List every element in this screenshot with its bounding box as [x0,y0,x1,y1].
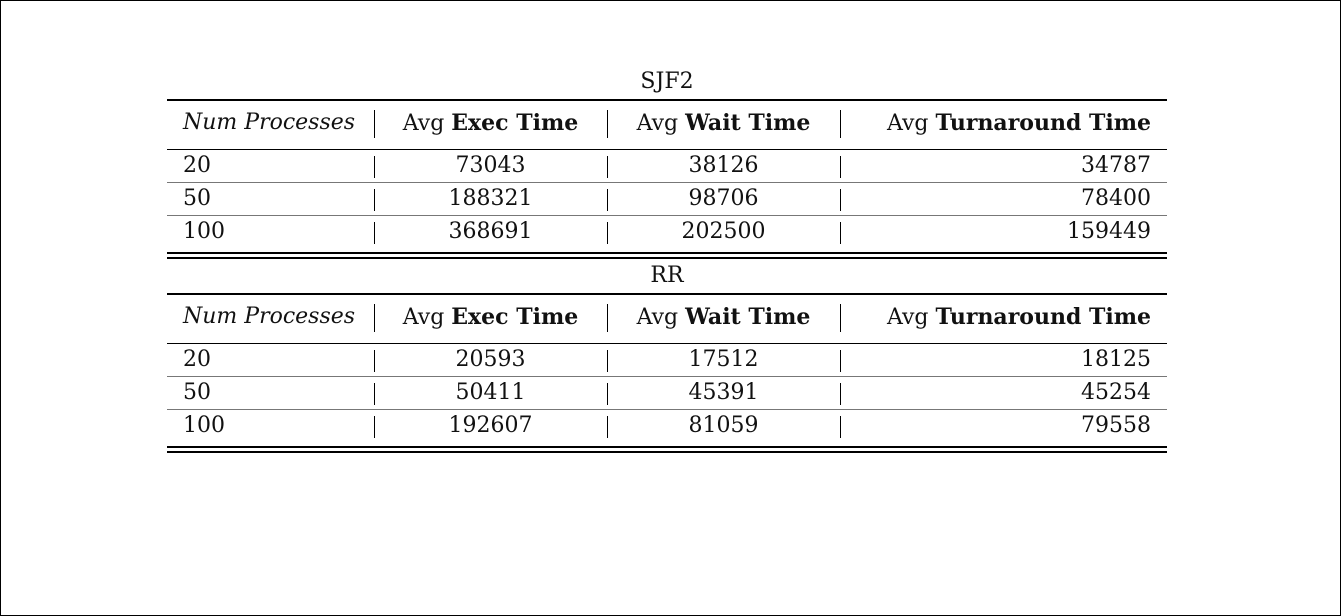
table-caption: SJF2 [640,69,694,94]
cell-wait-time: 98706 [607,183,840,215]
cell-num-processes: 100 [183,413,225,438]
header-row: Num Processes Avg Exec Time Avg Wait Tim… [167,101,1167,145]
header-bold-label: Turnaround Time [935,304,1152,330]
cell-wait-time: 202500 [607,216,840,248]
cell-exec-time: 50411 [374,377,607,409]
header-rule [167,343,1167,344]
table-caption: RR [650,263,684,288]
header-row: Num Processes Avg Exec Time Avg Wait Tim… [167,295,1167,339]
header-avg-exec-time: Avg Exec Time [374,295,607,339]
cell-exec-time: 73043 [374,150,607,182]
cell-exec-time: 20593 [374,344,607,376]
bottom-double-rule [167,252,1167,259]
header-num-processes: Num Processes [183,110,356,135]
header-rule [167,149,1167,150]
cell-exec-time: 188321 [374,183,607,215]
bottom-double-rule [167,446,1167,453]
cell-wait-time: 45391 [607,377,840,409]
header-avg-exec-time: Avg Exec Time [374,101,607,145]
table-row: 100 368691 202500 159449 [167,215,1167,248]
header-prefix: Avg [886,305,929,330]
header-prefix: Avg [636,111,679,136]
cell-exec-time: 192607 [374,410,607,442]
cell-num-processes: 50 [183,186,211,211]
tables-container: SJF2 Num Processes Avg Exec Time Avg Wai… [167,65,1167,453]
table-row: 20 73043 38126 34787 [167,150,1167,182]
cell-turnaround-time: 79558 [840,410,1167,442]
header-bold-label: Exec Time [451,110,579,136]
header-avg-turnaround-time: Avg Turnaround Time [840,295,1167,339]
table-row: 50 188321 98706 78400 [167,182,1167,215]
cell-turnaround-time: 34787 [840,150,1167,182]
header-bold-label: Exec Time [451,304,579,330]
cell-turnaround-time: 18125 [840,344,1167,376]
header-avg-turnaround-time: Avg Turnaround Time [840,101,1167,145]
header-bold-label: Wait Time [685,110,811,136]
cell-turnaround-time: 159449 [840,216,1167,248]
header-bold-label: Turnaround Time [935,110,1152,136]
header-avg-wait-time: Avg Wait Time [607,295,840,339]
header-prefix: Avg [402,111,445,136]
cell-num-processes: 20 [183,153,211,178]
table-row: 20 20593 17512 18125 [167,344,1167,376]
top-rule [167,293,1167,295]
cell-num-processes: 100 [183,219,225,244]
cell-wait-time: 81059 [607,410,840,442]
table-row: 100 192607 81059 79558 [167,409,1167,442]
header-prefix: Avg [636,305,679,330]
cell-turnaround-time: 45254 [840,377,1167,409]
cell-num-processes: 50 [183,380,211,405]
header-avg-wait-time: Avg Wait Time [607,101,840,145]
cell-turnaround-time: 78400 [840,183,1167,215]
top-rule [167,99,1167,101]
table-rr: RR Num Processes Avg Exec Time Avg Wait … [167,259,1167,453]
header-prefix: Avg [886,111,929,136]
header-bold-label: Wait Time [685,304,811,330]
header-prefix: Avg [402,305,445,330]
table-sjf2: SJF2 Num Processes Avg Exec Time Avg Wai… [167,65,1167,259]
header-num-processes: Num Processes [183,304,356,329]
cell-wait-time: 38126 [607,150,840,182]
cell-exec-time: 368691 [374,216,607,248]
table-row: 50 50411 45391 45254 [167,376,1167,409]
cell-num-processes: 20 [183,347,211,372]
cell-wait-time: 17512 [607,344,840,376]
